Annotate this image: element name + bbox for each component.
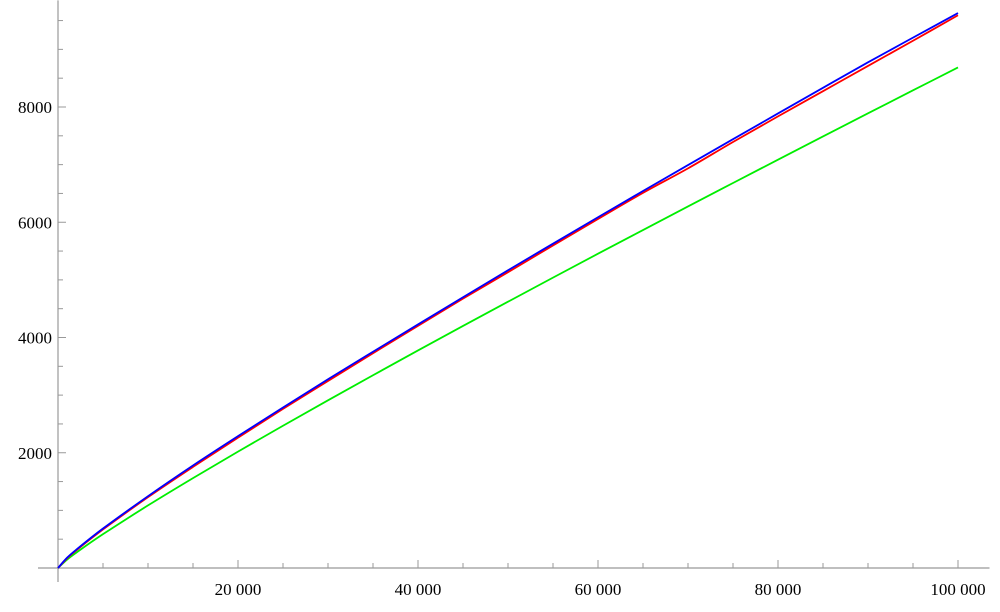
x-tick-label: 40 000 bbox=[395, 580, 442, 599]
x-tick-label: 80 000 bbox=[755, 580, 802, 599]
y-tick-label: 4000 bbox=[18, 329, 52, 348]
x-tick-label: 100 000 bbox=[930, 580, 985, 599]
series-line-2 bbox=[57, 66, 959, 569]
series-line-0 bbox=[57, 12, 959, 569]
series-line-1 bbox=[57, 14, 959, 569]
y-tick-label: 8000 bbox=[18, 98, 52, 117]
x-tick-label: 60 000 bbox=[575, 580, 622, 599]
x-tick-label: 20 000 bbox=[215, 580, 262, 599]
y-tick-label: 6000 bbox=[18, 213, 52, 232]
axes: 20 000 40 000 60 000 80 000 100 000 2000 4000 6… bbox=[18, 0, 990, 599]
series-group bbox=[57, 12, 959, 569]
y-tick-label: 2000 bbox=[18, 444, 52, 463]
